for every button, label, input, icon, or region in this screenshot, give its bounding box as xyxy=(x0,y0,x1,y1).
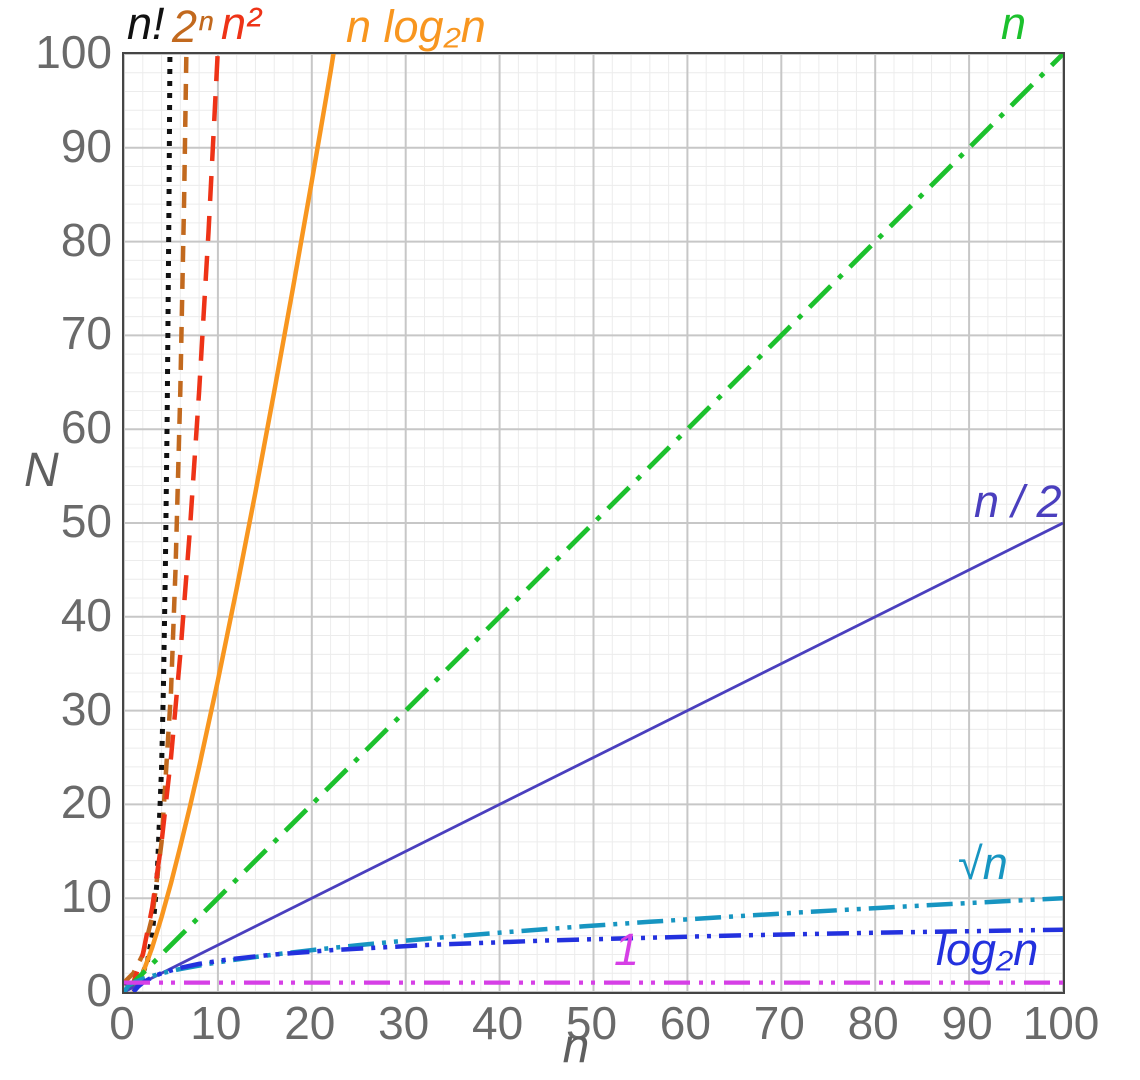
curve-sqrt-n xyxy=(124,895,1063,992)
curve-label-half-n: n / 2 xyxy=(974,476,1062,527)
x-tick-label: 70 xyxy=(753,997,805,1049)
curve-label-linear: n xyxy=(1001,0,1027,49)
curve-linear xyxy=(124,54,1063,992)
y-tick-label: 10 xyxy=(60,870,112,923)
y-tick-label: 70 xyxy=(60,307,112,360)
plot-area xyxy=(122,52,1065,994)
y-tick-label: 60 xyxy=(60,401,112,454)
y-tick-label: 30 xyxy=(60,682,112,735)
x-tick-label: 80 xyxy=(847,997,899,1049)
curve-half-n xyxy=(124,521,1063,992)
x-tick-label: 50 xyxy=(565,997,618,1049)
curve-label-n-squared: n² xyxy=(221,0,262,49)
y-tick-label: 90 xyxy=(60,119,112,172)
x-tick-label: 40 xyxy=(472,997,524,1049)
curve-n-log-n xyxy=(131,54,336,992)
x-tick-label: 90 xyxy=(941,997,993,1049)
curve-label-constant: 1 xyxy=(614,924,640,975)
curve-label-factorial: n! xyxy=(127,0,165,49)
x-tick-label: 20 xyxy=(284,997,336,1049)
y-tick-label: 50 xyxy=(60,495,112,547)
y-tick-label: 100 xyxy=(35,26,112,78)
y-tick-label: 0 xyxy=(86,964,112,1016)
curve-label-n-log-n: n log₂n xyxy=(346,1,486,52)
x-tick-label: 100 xyxy=(1022,997,1100,1049)
curve-factorial xyxy=(124,54,173,987)
x-axis-label: n xyxy=(562,1020,590,1073)
x-tick-label: 0 xyxy=(109,997,135,1049)
curve-label-exp2: 2ⁿ xyxy=(172,1,214,52)
y-tick-label: 20 xyxy=(60,776,112,829)
chart-canvas xyxy=(124,54,1063,992)
curve-label-sqrt-n: √n xyxy=(958,838,1008,889)
curve-exp2 xyxy=(124,54,189,985)
curve-label-log2-n: log₂n xyxy=(936,924,1039,975)
y-tick-label: 40 xyxy=(60,588,112,641)
y-tick-label: 80 xyxy=(60,213,112,266)
y-axis-label: N xyxy=(24,444,59,497)
curve-n-squared xyxy=(124,54,220,992)
x-tick-label: 60 xyxy=(659,997,711,1049)
x-tick-label: 10 xyxy=(190,997,242,1049)
x-tick-label: 30 xyxy=(378,997,430,1049)
